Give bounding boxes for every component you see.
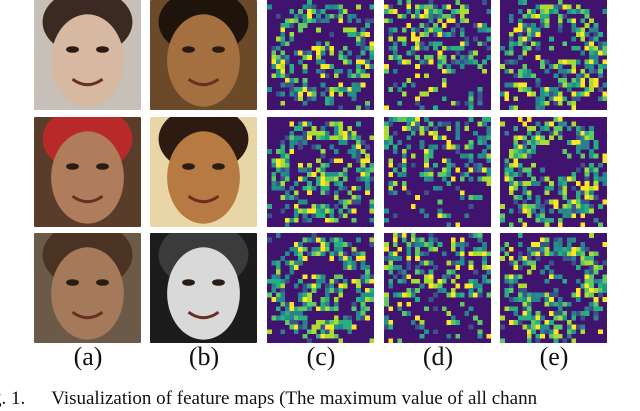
face-photo-r1-a: [34, 0, 141, 110]
face-photo-r3-b-image: [150, 233, 257, 343]
column-label-e: (e): [539, 342, 569, 371]
feature-map-r1-e-grid: [500, 0, 607, 110]
feature-map-r1-c-grid: [267, 0, 374, 110]
caption-text: Visualization of feature maps (The maxim…: [51, 388, 538, 409]
feature-map-r3-d: [384, 233, 491, 343]
feature-map-r3-c-grid: [267, 233, 374, 343]
face-photo-r1-b-image: [150, 0, 257, 110]
figure-caption: g. 1. Visualization of feature maps (The …: [0, 388, 640, 410]
feature-map-r2-e: [500, 117, 607, 227]
feature-map-r2-d: [384, 117, 491, 227]
face-photo-r3-a-image: [34, 233, 141, 343]
column-label-c: (c): [306, 342, 336, 371]
face-photo-r2-b-image: [150, 117, 257, 227]
feature-map-r1-e: [500, 0, 607, 110]
column-label-a: (a): [73, 342, 103, 371]
face-photo-r2-a-image: [34, 117, 141, 227]
face-photo-r1-a-image: [34, 0, 141, 110]
face-photo-r2-a: [34, 117, 141, 227]
feature-map-r3-e-grid: [500, 233, 607, 343]
feature-map-r2-e-grid: [500, 117, 607, 227]
feature-map-r3-e: [500, 233, 607, 343]
column-label-b: (b): [188, 342, 220, 371]
feature-map-r1-d: [384, 0, 491, 110]
caption-number: g. 1.: [0, 388, 26, 409]
feature-map-r3-d-grid: [384, 233, 491, 343]
face-photo-r3-a: [34, 233, 141, 343]
feature-map-r2-d-grid: [384, 117, 491, 227]
feature-map-r2-c-grid: [267, 117, 374, 227]
face-photo-r3-b: [150, 233, 257, 343]
feature-map-r1-d-grid: [384, 0, 491, 110]
feature-map-r1-c: [267, 0, 374, 110]
feature-map-r2-c: [267, 117, 374, 227]
face-photo-r1-b: [150, 0, 257, 110]
face-photo-r2-b: [150, 117, 257, 227]
feature-map-r3-c: [267, 233, 374, 343]
column-label-d: (d): [422, 342, 454, 371]
